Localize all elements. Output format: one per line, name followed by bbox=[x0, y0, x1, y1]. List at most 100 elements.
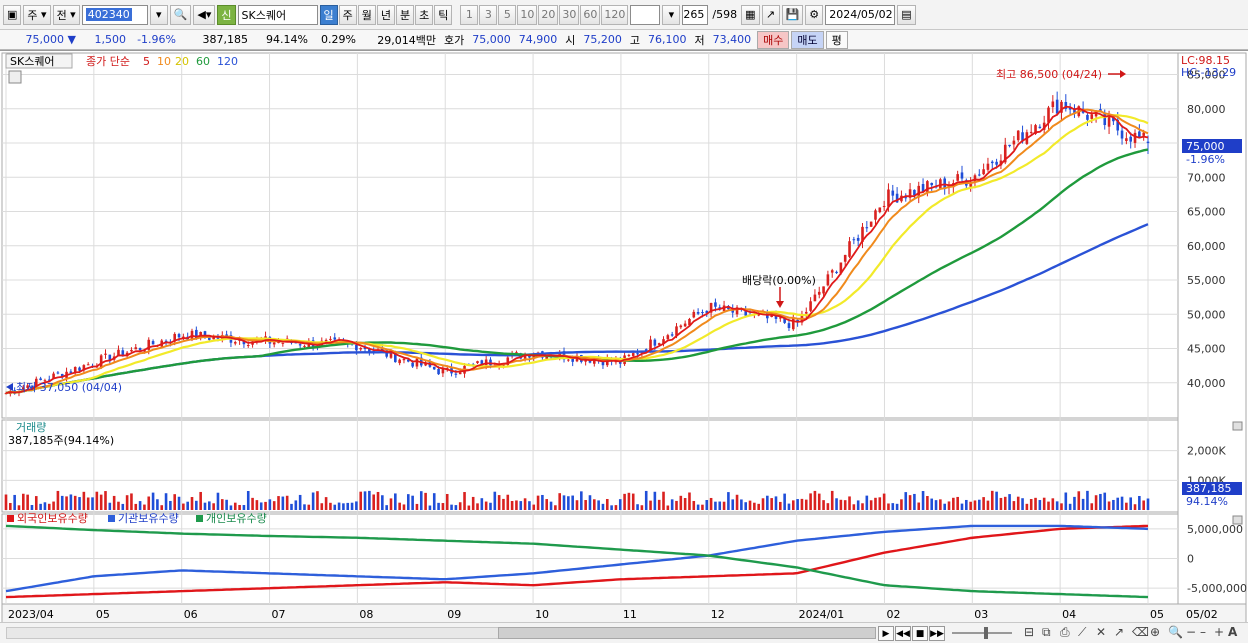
search-icon[interactable]: 🔍 bbox=[169, 4, 192, 25]
interval-button-3[interactable]: 3 bbox=[479, 4, 498, 25]
interval-button-120[interactable]: 120 bbox=[601, 4, 629, 25]
buy-button[interactable]: 매수 bbox=[757, 30, 790, 49]
candle-body bbox=[4, 393, 8, 395]
volume-bar bbox=[376, 491, 380, 510]
stock-code-input[interactable]: 402340 bbox=[81, 4, 148, 25]
save-icon[interactable]: 💾 bbox=[781, 4, 804, 25]
shrink-icon[interactable]: – bbox=[1200, 625, 1206, 639]
cross-tool-icon[interactable]: ✕ bbox=[1096, 625, 1107, 639]
gear-icon[interactable]: ⚙ bbox=[805, 4, 824, 25]
interval-button-60[interactable]: 60 bbox=[580, 4, 601, 25]
volume-bar bbox=[138, 501, 142, 510]
calendar-icon[interactable]: ▤ bbox=[897, 4, 916, 25]
candle-body bbox=[969, 183, 972, 187]
speaker-icon[interactable]: ◀▾ bbox=[193, 4, 216, 25]
tab-period-6[interactable]: 틱 bbox=[434, 4, 453, 25]
volume-bar bbox=[519, 501, 523, 510]
interval-button-30[interactable]: 30 bbox=[559, 4, 580, 25]
volume-bar bbox=[151, 492, 155, 510]
tab-period-0[interactable]: 일 bbox=[319, 4, 338, 25]
x-end-label: 05/02 bbox=[1186, 608, 1218, 621]
window-menu-icon[interactable]: ▣ bbox=[3, 4, 22, 25]
draw-tool-icon[interactable]: ↗ bbox=[761, 4, 780, 25]
eraser-icon[interactable]: ⌫ bbox=[1132, 625, 1149, 639]
code-dropdown-icon[interactable]: ▾ bbox=[149, 4, 168, 25]
zoom-out-icon[interactable]: − bbox=[1186, 625, 1197, 639]
scroll-thumb[interactable] bbox=[498, 627, 876, 639]
target-icon[interactable]: ⊕ bbox=[1150, 625, 1161, 639]
volume-bar bbox=[216, 492, 220, 510]
candle-body bbox=[787, 323, 791, 329]
stock-label-box[interactable] bbox=[5, 53, 73, 69]
volume-bar bbox=[186, 501, 189, 510]
interval-button-1[interactable]: 1 bbox=[460, 4, 479, 25]
volume-bar bbox=[411, 495, 414, 510]
tab-period-4[interactable]: 분 bbox=[396, 4, 415, 25]
volume-bar bbox=[904, 492, 908, 510]
candle-body bbox=[683, 323, 687, 327]
volume-bar bbox=[623, 493, 626, 510]
volume-bar bbox=[281, 496, 285, 510]
chart-area[interactable]: 85,00080,00075,00070,00065,00060,00055,0… bbox=[0, 50, 1248, 623]
x-tick-label: 06 bbox=[184, 608, 198, 621]
rewind-icon[interactable]: ◀◀ bbox=[895, 626, 911, 641]
candle-body bbox=[757, 313, 760, 316]
volume-bar bbox=[757, 503, 760, 510]
institution-legend-swatch bbox=[108, 515, 115, 522]
candle-body bbox=[99, 355, 103, 368]
eval-button[interactable]: 평 bbox=[825, 30, 848, 49]
scroll-right-icon[interactable]: ▶ bbox=[878, 626, 894, 641]
compare-mode-select[interactable]: 전 ▾ bbox=[52, 4, 80, 25]
interval-button-10[interactable]: 10 bbox=[517, 4, 538, 25]
stock-name-field[interactable]: SK스퀘어 bbox=[237, 4, 318, 25]
zoom-slider[interactable] bbox=[952, 632, 1012, 634]
zoom-in-icon[interactable]: + bbox=[1214, 625, 1225, 639]
zoom-slider-handle[interactable] bbox=[984, 627, 988, 639]
x-tick-label: 02 bbox=[886, 608, 900, 621]
tab-period-2[interactable]: 월 bbox=[357, 4, 376, 25]
volume-bar bbox=[631, 493, 635, 510]
tab-period-3[interactable]: 년 bbox=[376, 4, 396, 25]
volume-bar bbox=[156, 499, 159, 510]
volume-panel-close-icon[interactable] bbox=[1232, 421, 1243, 431]
trend-tool-icon[interactable]: ↗ bbox=[1114, 625, 1125, 639]
x-tick-label: 07 bbox=[272, 608, 286, 621]
new-badge[interactable]: 신 bbox=[217, 4, 236, 25]
line-tool-icon[interactable]: ⟋ bbox=[1078, 625, 1087, 639]
candle-body bbox=[1112, 116, 1115, 122]
candle-body bbox=[480, 360, 484, 367]
stock-chart[interactable]: 85,00080,00075,00070,00065,00060,00055,0… bbox=[0, 51, 1248, 623]
sell-button[interactable]: 매도 bbox=[791, 30, 824, 49]
candle-body bbox=[177, 334, 181, 338]
market-type-select[interactable]: 주 ▾ bbox=[23, 4, 51, 25]
volume-bar bbox=[1138, 495, 1141, 510]
candle-body bbox=[1125, 138, 1128, 142]
count-input[interactable]: 265 bbox=[682, 4, 709, 25]
tab-period-1[interactable]: 주 bbox=[338, 4, 357, 25]
candle-body bbox=[666, 335, 670, 340]
volume-bar bbox=[696, 504, 700, 510]
volume-bar bbox=[1042, 497, 1046, 510]
tab-period-5[interactable]: 초 bbox=[415, 4, 434, 25]
layout-icon[interactable]: ⊟ bbox=[1024, 625, 1035, 639]
interval-button-20[interactable]: 20 bbox=[538, 4, 559, 25]
low-label: 저 bbox=[694, 33, 705, 47]
volume-bar bbox=[450, 504, 453, 510]
volume-bar bbox=[774, 496, 778, 510]
interval-button-5[interactable]: 5 bbox=[498, 4, 517, 25]
interval-custom-input[interactable] bbox=[630, 4, 661, 25]
indicator-table-icon[interactable] bbox=[8, 70, 22, 84]
forward-icon[interactable]: ▶▶ bbox=[929, 626, 945, 641]
print-icon[interactable]: ⎙ bbox=[1060, 625, 1070, 639]
volume-bar bbox=[779, 501, 782, 510]
date-input[interactable]: 2024/05/02 bbox=[825, 4, 896, 25]
volume-bar bbox=[874, 497, 877, 510]
text-tool-icon[interactable]: A bbox=[1228, 625, 1238, 639]
copy-icon[interactable]: ⧉ bbox=[1042, 625, 1051, 639]
volume-bar bbox=[26, 494, 29, 510]
stop-icon[interactable]: ■ bbox=[912, 626, 928, 641]
interval-dropdown-icon[interactable]: ▾ bbox=[662, 4, 681, 25]
holdings-panel-close-icon[interactable] bbox=[1232, 515, 1243, 525]
zoom-search-icon[interactable]: 🔍 bbox=[1168, 625, 1183, 639]
grid-icon[interactable]: ▦ bbox=[741, 4, 760, 25]
